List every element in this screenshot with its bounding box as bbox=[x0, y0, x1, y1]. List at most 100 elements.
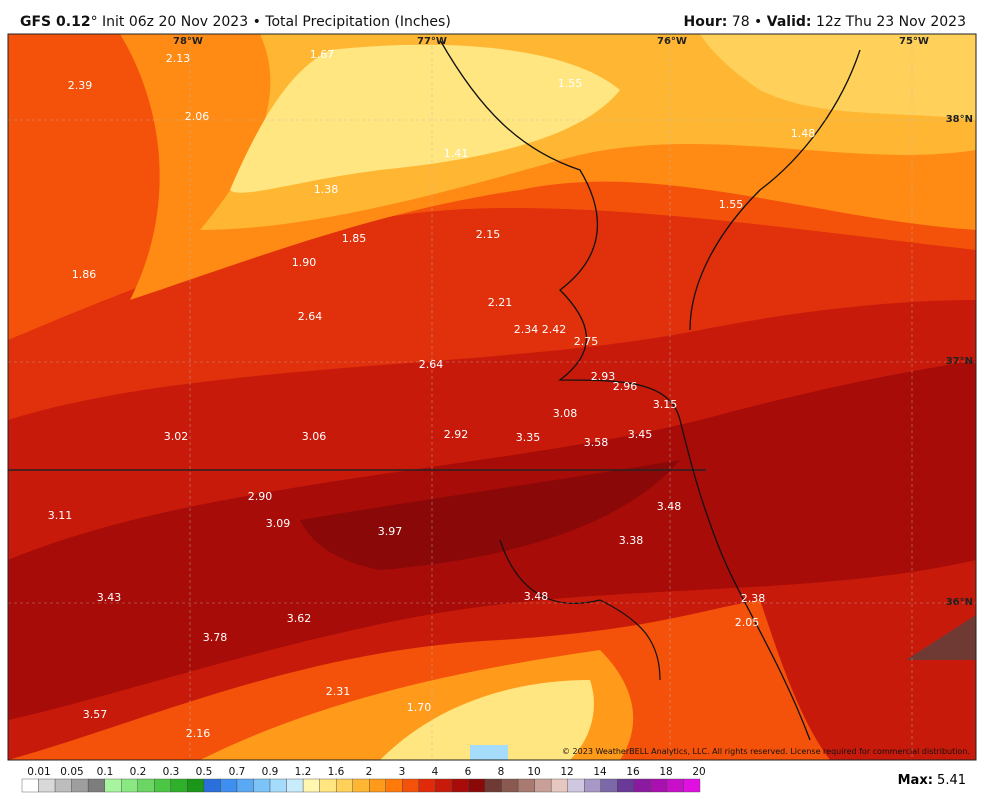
colorbar-swatch bbox=[369, 778, 387, 793]
colorbar-swatch bbox=[666, 778, 684, 793]
precip-label: 2.16 bbox=[186, 727, 211, 740]
colorbar-swatch bbox=[352, 778, 370, 793]
colorbar-label: 10 bbox=[527, 766, 540, 778]
precip-label: 2.31 bbox=[326, 685, 351, 698]
precip-label: 3.09 bbox=[266, 517, 291, 530]
precip-label: 3.43 bbox=[97, 591, 122, 604]
precip-label: 3.11 bbox=[48, 509, 73, 522]
precip-label: 3.57 bbox=[83, 708, 108, 721]
colorbar-label: 0.7 bbox=[229, 766, 246, 778]
hour-label: Hour: bbox=[684, 14, 728, 30]
colorbar-label: 14 bbox=[593, 766, 607, 778]
precip-label: 3.45 bbox=[628, 428, 653, 441]
colorbar-swatch bbox=[87, 778, 105, 793]
colorbar-swatch bbox=[451, 778, 469, 793]
colorbar-label: 0.2 bbox=[130, 766, 147, 778]
colorbar-swatch bbox=[335, 778, 353, 793]
precip-label: 2.39 bbox=[68, 79, 93, 92]
precip-label: 3.48 bbox=[524, 590, 549, 603]
precip-label: 2.15 bbox=[476, 228, 501, 241]
precip-label: 2.93 bbox=[591, 370, 616, 383]
colorbar-swatch bbox=[567, 778, 585, 793]
colorbar-swatch bbox=[418, 778, 436, 793]
precip-label: 3.08 bbox=[553, 407, 578, 420]
colorbar-swatch bbox=[468, 778, 486, 793]
longitude-label: 76°W bbox=[657, 36, 687, 47]
precip-label: 1.38 bbox=[314, 183, 339, 196]
colorbar-swatch bbox=[435, 778, 453, 793]
colorbar-swatch bbox=[269, 778, 287, 793]
precip-label: 2.64 bbox=[419, 358, 444, 371]
colorbar-swatch bbox=[633, 778, 651, 793]
colorbar-swatch bbox=[534, 778, 552, 793]
colorbar-label: 18 bbox=[659, 766, 672, 778]
precip-label: 2.05 bbox=[735, 616, 760, 629]
title-rest: ° Init 06z 20 Nov 2023 • Total Precipita… bbox=[91, 14, 451, 30]
colorbar-label: 6 bbox=[465, 766, 472, 778]
map bbox=[8, 34, 976, 760]
colorbar-swatch bbox=[21, 778, 39, 793]
max-label: Max: bbox=[898, 773, 933, 788]
precip-label: 1.55 bbox=[719, 198, 744, 211]
colorbar-swatch bbox=[617, 778, 635, 793]
colorbar-swatch bbox=[650, 778, 668, 793]
model: GFS 0.12 bbox=[20, 14, 91, 30]
colorbar-label: 0.9 bbox=[262, 766, 279, 778]
precip-label: 3.62 bbox=[287, 612, 312, 625]
colorbar-label: 8 bbox=[498, 766, 505, 778]
latitude-label: 36°N bbox=[946, 597, 973, 608]
colorbar-label: 0.01 bbox=[27, 766, 50, 778]
colorbar-label: 3 bbox=[399, 766, 406, 778]
colorbar-swatch bbox=[203, 778, 221, 793]
precip-label: 3.58 bbox=[584, 436, 609, 449]
precip-label: 2.06 bbox=[185, 110, 210, 123]
colorbar-swatch bbox=[220, 778, 238, 793]
map-labels: 2.13 1.67 1.55 2.39 2.06 1.48 1.41 1.38 1.55 1.85… bbox=[48, 36, 973, 740]
colorbar-swatch bbox=[187, 778, 205, 793]
precip-label: 2.42 bbox=[542, 323, 567, 336]
colorbar-label: 0.05 bbox=[60, 766, 83, 778]
precip-label: 2.13 bbox=[166, 52, 191, 65]
latitude-label: 37°N bbox=[946, 356, 973, 367]
hour: 78 bbox=[732, 14, 750, 30]
colorbar-swatch bbox=[319, 778, 337, 793]
colorbar-label: 1.6 bbox=[328, 766, 345, 778]
colorbar-swatch bbox=[385, 778, 403, 793]
colorbar-swatch bbox=[517, 778, 535, 793]
copyright: © 2023 WeatherBELL Analytics, LLC. All r… bbox=[562, 747, 970, 756]
precip-label: 2.92 bbox=[444, 428, 469, 441]
colorbar-label: 0.5 bbox=[196, 766, 213, 778]
precip-label: 3.38 bbox=[619, 534, 644, 547]
colorbar-swatch bbox=[154, 778, 172, 793]
longitude-label: 75°W bbox=[899, 36, 929, 47]
precip-label: 1.48 bbox=[791, 127, 816, 140]
colorbar-swatch bbox=[550, 778, 568, 793]
precip-label: 2.34 bbox=[514, 323, 539, 336]
colorbar-swatch bbox=[600, 778, 618, 793]
precip-label: 2.96 bbox=[613, 380, 638, 393]
colorbar-swatch bbox=[484, 778, 502, 793]
precip-label: 1.41 bbox=[444, 147, 469, 160]
max-value: 5.41 bbox=[937, 773, 966, 788]
precip-label: 2.90 bbox=[248, 490, 273, 503]
precip-label: 3.78 bbox=[203, 631, 228, 644]
colorbar-swatch bbox=[501, 778, 519, 793]
longitude-label: 77°W bbox=[417, 36, 447, 47]
precip-label: 1.70 bbox=[407, 701, 432, 714]
colorbar-label: 1.2 bbox=[295, 766, 312, 778]
colorbar-label: 0.3 bbox=[163, 766, 180, 778]
valid: 12z Thu 23 Nov 2023 bbox=[816, 14, 966, 30]
valid-info: Hour: 78 • Valid: 12z Thu 23 Nov 2023 bbox=[684, 14, 966, 30]
precip-label: 2.21 bbox=[488, 296, 513, 309]
colorbar-swatch bbox=[402, 778, 420, 793]
precip-label: 3.35 bbox=[516, 431, 541, 444]
precip-label: 3.48 bbox=[657, 500, 682, 513]
colorbar-swatch bbox=[302, 778, 320, 793]
colorbar-swatch bbox=[71, 778, 89, 793]
precip-label: 1.85 bbox=[342, 232, 367, 245]
colorbar-label: 20 bbox=[692, 766, 705, 778]
latitude-label: 38°N bbox=[946, 114, 973, 125]
precip-label: 3.97 bbox=[378, 525, 403, 538]
colorbar: 0.01 0.05 0.1 0.2 0.3 0.5 0.7 0.9 1.2 1.6 2 3 4 6 8 10 1… bbox=[21, 766, 706, 793]
